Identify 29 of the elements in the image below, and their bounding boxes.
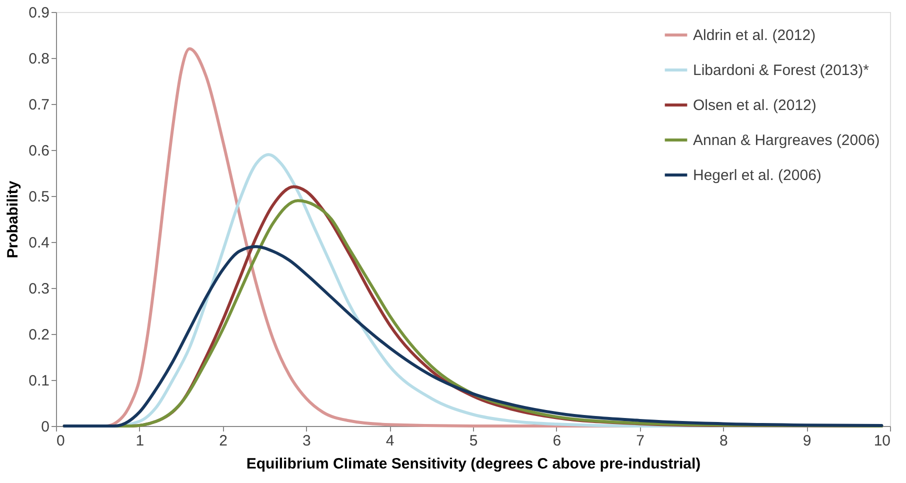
y-axis-title: Probability	[4, 180, 22, 258]
x-tick-label: 2	[219, 432, 228, 450]
x-tick-label: 3	[302, 432, 311, 450]
y-tick-label: 0.9	[28, 4, 50, 22]
x-tick-label: 4	[386, 432, 394, 450]
legend-label: Annan & Hargreaves (2006)	[693, 132, 880, 149]
x-tick-label: 7	[636, 432, 644, 450]
legend-label: Libardoni & Forest (2013)*	[693, 62, 870, 79]
y-tick-label: 0.5	[28, 188, 50, 206]
x-tick-label: 5	[469, 432, 478, 450]
x-tick-label: 9	[802, 432, 812, 450]
x-tick-label: 8	[720, 432, 728, 450]
y-tick-label: 0.8	[28, 50, 50, 68]
y-tick-label: 0.3	[28, 280, 50, 298]
legend-label: Olsen et al. (2012)	[693, 97, 816, 114]
y-tick-label: 0.4	[28, 234, 50, 252]
x-axis-title: Equilibrium Climate Sensitivity (degrees C above pre-industrial)	[246, 456, 701, 472]
x-tick-label: 1	[136, 432, 144, 450]
y-tick-label: 0.7	[28, 96, 50, 114]
legend-label: Aldrin et al. (2012)	[693, 27, 816, 44]
y-tick-label: 0.1	[28, 372, 50, 390]
x-tick-label: 6	[552, 432, 562, 450]
y-tick-label: 0.6	[28, 142, 50, 160]
x-tick-label: 10	[874, 432, 890, 450]
legend-label: Hegerl et al. (2006)	[693, 167, 822, 184]
line-series	[62, 245, 884, 428]
y-tick-label: 0.2	[28, 326, 50, 344]
x-tick-label: 0	[56, 432, 65, 450]
y-tick-label: 0	[41, 418, 50, 436]
